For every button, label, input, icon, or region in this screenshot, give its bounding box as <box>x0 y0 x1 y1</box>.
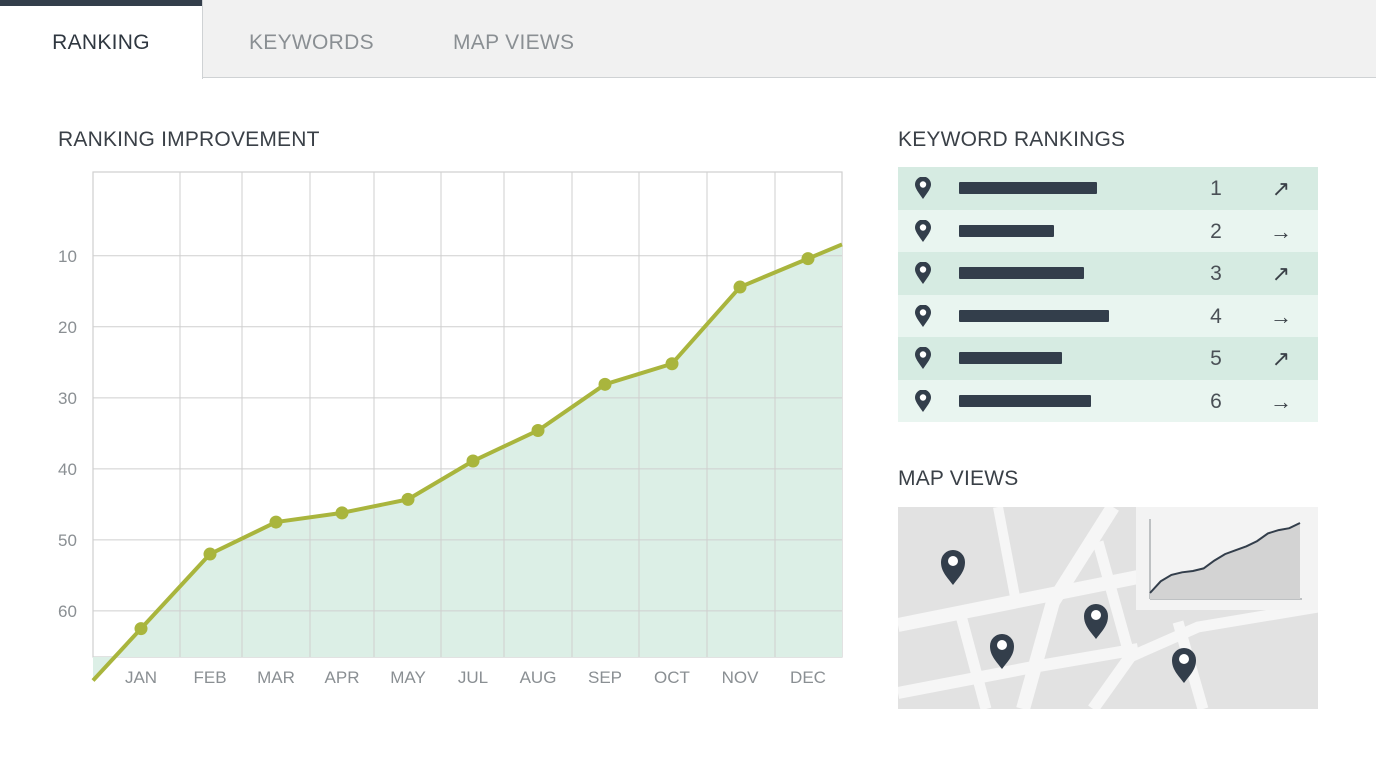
map-pin-icon <box>990 634 1014 669</box>
keyword-bar <box>959 182 1097 194</box>
arrow-up-right-icon: ↗ <box>1271 261 1291 286</box>
keyword-row[interactable]: 5 ↗ <box>898 337 1318 380</box>
x-tick-label: APR <box>325 668 360 687</box>
keyword-rankings-table: 1 ↗ 2 → 3 ↗ 4 → 5 ↗ 6 → <box>898 167 1318 422</box>
arrow-up-right-icon: ↗ <box>1271 176 1291 201</box>
x-tick-label: FEB <box>193 668 226 687</box>
map-road <box>954 610 992 709</box>
keyword-row[interactable]: 4 → <box>898 294 1318 337</box>
map-road <box>1016 507 1119 709</box>
arrow-right-icon: → <box>1270 388 1292 414</box>
chart-point-aug <box>531 423 545 437</box>
keyword-row[interactable]: 2 → <box>898 209 1318 252</box>
tab-bar <box>0 0 1376 78</box>
x-tick-label: AUG <box>520 668 557 687</box>
map-inset-area <box>1150 523 1300 599</box>
map-road <box>1088 653 1135 709</box>
keyword-row[interactable]: 6 → <box>898 379 1318 422</box>
keyword-row[interactable]: 1 ↗ <box>898 167 1318 210</box>
chart-point-nov <box>733 280 747 294</box>
keyword-row[interactable]: 3 ↗ <box>898 252 1318 295</box>
chart-point-feb <box>203 547 217 561</box>
y-tick-label: 20 <box>58 318 77 337</box>
map-pin-icon <box>941 550 965 585</box>
keyword-bar <box>959 394 1091 407</box>
y-tick-label: 60 <box>58 602 77 621</box>
arrow-right-icon: → <box>1270 218 1292 244</box>
x-tick-label: JAN <box>125 668 157 687</box>
map-views-panel[interactable] <box>898 507 1318 709</box>
ranking-improvement-title: RANKING IMPROVEMENT <box>58 128 320 151</box>
keyword-rank: 5 <box>1210 347 1222 370</box>
y-tick-label: 30 <box>58 389 77 408</box>
keyword-rank: 2 <box>1210 219 1222 243</box>
map-inset-sparkline <box>1149 522 1301 594</box>
x-tick-label: OCT <box>654 668 690 687</box>
keyword-bar <box>959 224 1054 237</box>
map-road <box>993 507 1021 603</box>
tab-map-views[interactable]: MAP VIEWS <box>453 31 575 54</box>
chart-point-oct <box>665 357 679 371</box>
location-pin-icon <box>915 219 931 242</box>
x-tick-label: DEC <box>790 668 826 687</box>
x-tick-label: NOV <box>722 668 760 687</box>
keyword-rank: 1 <box>1210 177 1222 200</box>
y-tick-label: 50 <box>58 531 77 550</box>
chart-point-may <box>401 492 415 506</box>
keyword-rank: 3 <box>1210 262 1222 285</box>
location-pin-icon <box>915 176 931 199</box>
keyword-rankings-title: KEYWORD RANKINGS <box>898 128 1126 151</box>
keyword-bar <box>959 267 1084 279</box>
tab-ranking[interactable]: RANKING <box>0 0 203 79</box>
chart-point-jan <box>134 622 148 636</box>
location-pin-icon <box>915 261 931 284</box>
location-pin-icon <box>915 389 931 412</box>
location-pin-icon <box>915 346 931 369</box>
location-pin-icon <box>915 304 931 327</box>
x-tick-label: MAY <box>390 668 426 687</box>
x-tick-label: JUL <box>458 668 488 687</box>
keyword-rank: 4 <box>1210 304 1222 328</box>
x-tick-label: SEP <box>588 668 622 687</box>
y-tick-label: 10 <box>58 247 77 266</box>
tab-keywords[interactable]: KEYWORDS <box>249 31 374 54</box>
map-pin-icon <box>1084 604 1108 639</box>
chart-point-mar <box>269 515 283 529</box>
ranking-chart: 10 20 30 40 50 60 JAN FEB MAR APR MAY JUL AUG SEP OCT N… <box>58 171 843 687</box>
chart-point-sep <box>598 377 612 391</box>
map-graphic <box>898 507 1318 709</box>
map-pins <box>941 550 1196 683</box>
chart-point-dec <box>801 252 815 266</box>
arrow-up-right-icon: ↗ <box>1271 346 1291 371</box>
arrow-right-icon: → <box>1270 303 1292 329</box>
y-tick-label: 40 <box>58 460 77 479</box>
chart-point-jul <box>466 454 480 468</box>
x-tick-label: MAR <box>257 668 295 687</box>
map-views-title: MAP VIEWS <box>898 467 1019 490</box>
chart-point-apr <box>335 506 349 520</box>
keyword-bar <box>959 352 1062 364</box>
map-pin-icon <box>1172 648 1196 683</box>
keyword-bar <box>959 309 1109 322</box>
keyword-rank: 6 <box>1210 389 1222 413</box>
map-road <box>1092 540 1318 665</box>
chart-area-fill <box>93 244 842 681</box>
